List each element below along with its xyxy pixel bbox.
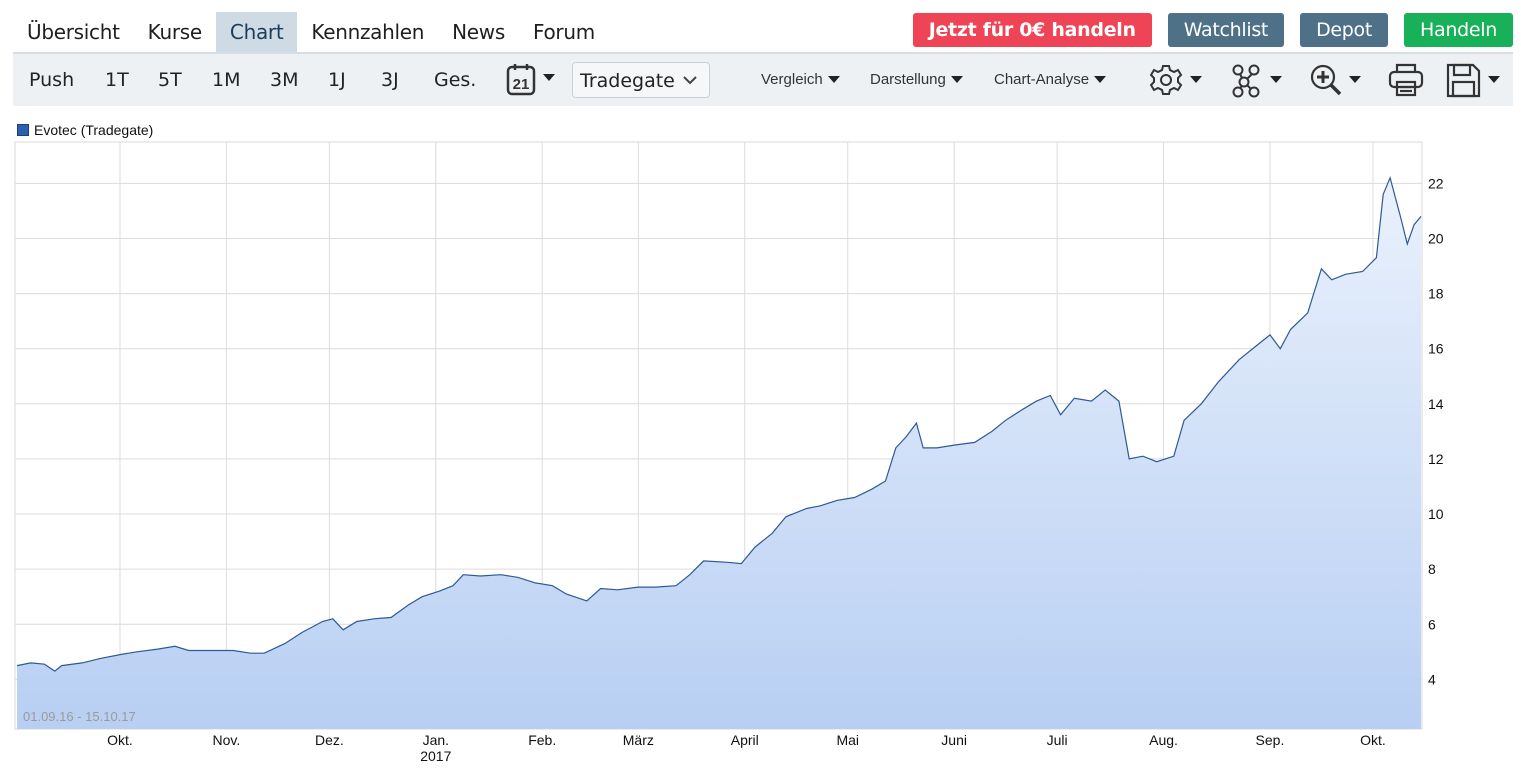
- watchlist-button[interactable]: Watchlist: [1167, 13, 1285, 47]
- calendar-day: 21: [513, 76, 530, 93]
- x-tick-label: Aug.: [1149, 732, 1178, 748]
- price-line[interactable]: [16, 175, 1422, 672]
- vergleich-menu[interactable]: Vergleich: [761, 54, 840, 106]
- x-axis-labels: Okt. Nov. Dez. Jan.2017 Feb. März April Mai Juni…: [107, 732, 1386, 764]
- y-tick-label: 6: [1428, 616, 1436, 632]
- indicator-menu[interactable]: [1230, 62, 1290, 98]
- save-menu[interactable]: [1446, 62, 1506, 98]
- tab-chart[interactable]: Chart: [215, 12, 298, 62]
- period-ges[interactable]: Ges.: [434, 69, 477, 91]
- y-tick-label: 4: [1428, 671, 1436, 687]
- x-tick-label: Okt.: [107, 732, 133, 748]
- trade-free-button[interactable]: Jetzt für 0€ handeln: [912, 13, 1152, 47]
- calendar-icon: 21: [506, 64, 555, 96]
- x-tick-label: Nov.: [213, 732, 241, 748]
- x-tick-label: Feb.: [528, 732, 556, 748]
- period-1t[interactable]: 1T: [105, 69, 129, 91]
- x-tick-label: Sep.: [1256, 732, 1285, 748]
- darstellung-label: Darstellung: [870, 71, 946, 88]
- darstellung-menu[interactable]: Darstellung: [870, 54, 963, 106]
- x-tick-label: Mai: [836, 732, 859, 748]
- x-tick-label: April: [731, 732, 759, 748]
- caret-down-icon: [1094, 75, 1107, 83]
- x-tick-label: Jan.: [423, 732, 449, 748]
- y-tick-label: 20: [1428, 230, 1444, 246]
- tab-kennzahlen[interactable]: Kennzahlen: [311, 20, 425, 44]
- tab-bar: Übersicht Kurse Chart Kennzahlen News Fo…: [13, 12, 609, 62]
- date-range-label: 01.09.16 - 15.10.17: [23, 709, 136, 724]
- tab-uebersicht[interactable]: Übersicht: [27, 20, 120, 44]
- gear-icon: [1149, 65, 1202, 95]
- depot-button[interactable]: Depot: [1300, 13, 1389, 47]
- tab-kurse[interactable]: Kurse: [147, 20, 203, 44]
- chevron-down-icon: [683, 76, 697, 85]
- exchange-select-value: Tradegate: [580, 70, 675, 92]
- handeln-button[interactable]: Handeln: [1404, 13, 1513, 47]
- zoom-menu[interactable]: [1309, 62, 1369, 98]
- caret-down-icon: [950, 75, 963, 83]
- period-push[interactable]: Push: [29, 69, 75, 91]
- y-tick-label: 18: [1428, 286, 1444, 302]
- zoom-in-icon: [1310, 64, 1361, 96]
- legend-label: Evotec (Tradegate): [34, 122, 154, 138]
- tab-news[interactable]: News: [452, 20, 505, 44]
- tab-forum[interactable]: Forum: [532, 20, 595, 44]
- action-buttons: Jetzt für 0€ handeln Watchlist Depot Han…: [912, 13, 1513, 47]
- period-1m[interactable]: 1M: [212, 69, 241, 91]
- exchange-select[interactable]: Tradegate: [572, 62, 710, 98]
- x-tick-label: Okt.: [1360, 732, 1386, 748]
- y-tick-label: 22: [1428, 175, 1444, 191]
- chart-toolbar: Push 1T 5T 1M 3M 1J 3J Ges. 21 Tradegate…: [13, 54, 1513, 106]
- print-button[interactable]: [1388, 62, 1424, 98]
- y-tick-label: 10: [1428, 506, 1444, 522]
- settings-menu[interactable]: [1149, 62, 1210, 98]
- y-tick-label: 14: [1428, 396, 1444, 412]
- x-year-label: 2017: [420, 748, 451, 764]
- y-tick-label: 16: [1428, 341, 1444, 357]
- y-axis-labels: 4 6 8 10 12 14 16 18 20 22: [1428, 175, 1444, 687]
- period-1j[interactable]: 1J: [328, 69, 346, 91]
- price-area-fill: [17, 177, 1421, 730]
- period-3m[interactable]: 3M: [270, 69, 299, 91]
- legend-swatch: [17, 124, 29, 137]
- indicator-nodes-icon: [1232, 64, 1282, 98]
- y-tick-label: 8: [1428, 561, 1436, 577]
- top-navigation: Übersicht Kurse Chart Kennzahlen News Fo…: [13, 12, 1513, 62]
- chart-legend: Evotec (Tradegate): [17, 122, 153, 138]
- x-tick-label: Juni: [941, 732, 967, 748]
- vergleich-label: Vergleich: [761, 71, 823, 88]
- caret-down-icon: [827, 75, 840, 83]
- period-3j[interactable]: 3J: [381, 69, 399, 91]
- x-tick-label: Dez.: [315, 732, 344, 748]
- y-tick-label: 12: [1428, 451, 1444, 467]
- print-icon: [1388, 63, 1424, 97]
- x-tick-label: März: [623, 732, 654, 748]
- save-icon: [1446, 63, 1500, 98]
- chart-analyse-label: Chart-Analyse: [994, 71, 1090, 88]
- x-tick-label: Juli: [1047, 732, 1068, 748]
- calendar-dropdown[interactable]: 21: [506, 63, 556, 96]
- chart-analyse-menu[interactable]: Chart-Analyse: [994, 54, 1107, 106]
- period-5t[interactable]: 5T: [158, 69, 182, 91]
